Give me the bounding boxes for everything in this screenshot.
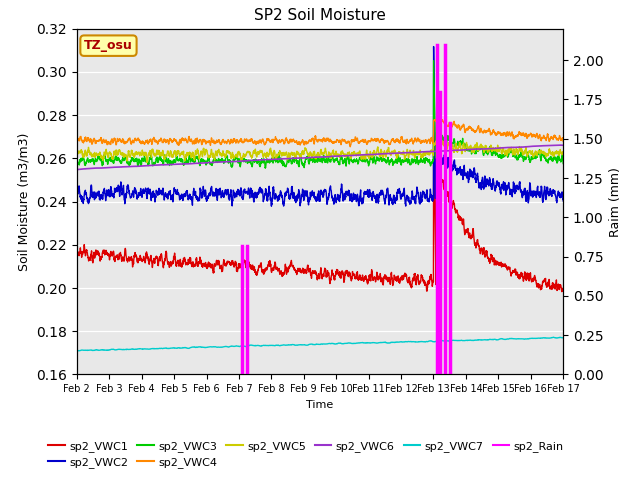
Y-axis label: Raim (mm): Raim (mm) [609, 167, 622, 237]
Legend: sp2_VWC1, sp2_VWC2, sp2_VWC3, sp2_VWC4, sp2_VWC5, sp2_VWC6, sp2_VWC7, sp2_Rain: sp2_VWC1, sp2_VWC2, sp2_VWC3, sp2_VWC4, … [44, 436, 568, 472]
Title: SP2 Soil Moisture: SP2 Soil Moisture [254, 9, 386, 24]
X-axis label: Time: Time [307, 400, 333, 409]
Y-axis label: Soil Moisture (m3/m3): Soil Moisture (m3/m3) [18, 132, 31, 271]
Text: TZ_osu: TZ_osu [84, 39, 133, 52]
